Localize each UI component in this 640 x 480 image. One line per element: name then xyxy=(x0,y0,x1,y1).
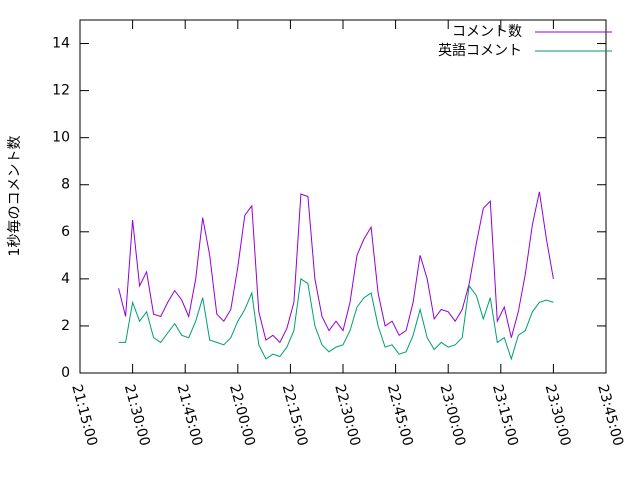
x-tick-label: 21:15:00 xyxy=(68,383,100,448)
x-tick-label: 21:45:00 xyxy=(173,383,205,448)
y-tick-label: 0 xyxy=(61,365,70,381)
x-tick-label: 23:45:00 xyxy=(594,383,626,448)
series-line xyxy=(118,191,554,344)
x-tick-label: 22:45:00 xyxy=(384,383,416,448)
x-tick-label: 23:30:00 xyxy=(542,383,574,448)
y-tick-label: 10 xyxy=(52,130,70,146)
x-tick-label: 22:15:00 xyxy=(279,383,311,448)
y-tick-label: 14 xyxy=(52,36,70,52)
y-tick-label: 6 xyxy=(61,224,70,240)
legend-label: 英語コメント xyxy=(438,42,522,59)
x-tick-label: 22:30:00 xyxy=(331,383,363,448)
y-axis-label: 1秒毎のコメント数 xyxy=(7,136,23,257)
y-tick-label: 4 xyxy=(61,271,70,287)
series-line xyxy=(118,278,554,361)
plot-frame xyxy=(79,19,607,374)
x-tick-label: 23:15:00 xyxy=(489,383,521,448)
y-tick-label: 8 xyxy=(61,177,70,193)
x-tick-label: 21:30:00 xyxy=(121,383,153,448)
y-tick-label: 2 xyxy=(61,318,70,334)
legend-label: コメント数 xyxy=(452,24,522,40)
x-tick-label: 22:00:00 xyxy=(226,383,258,448)
y-tick-label: 12 xyxy=(52,83,70,99)
x-tick-label: 23:00:00 xyxy=(436,383,468,448)
